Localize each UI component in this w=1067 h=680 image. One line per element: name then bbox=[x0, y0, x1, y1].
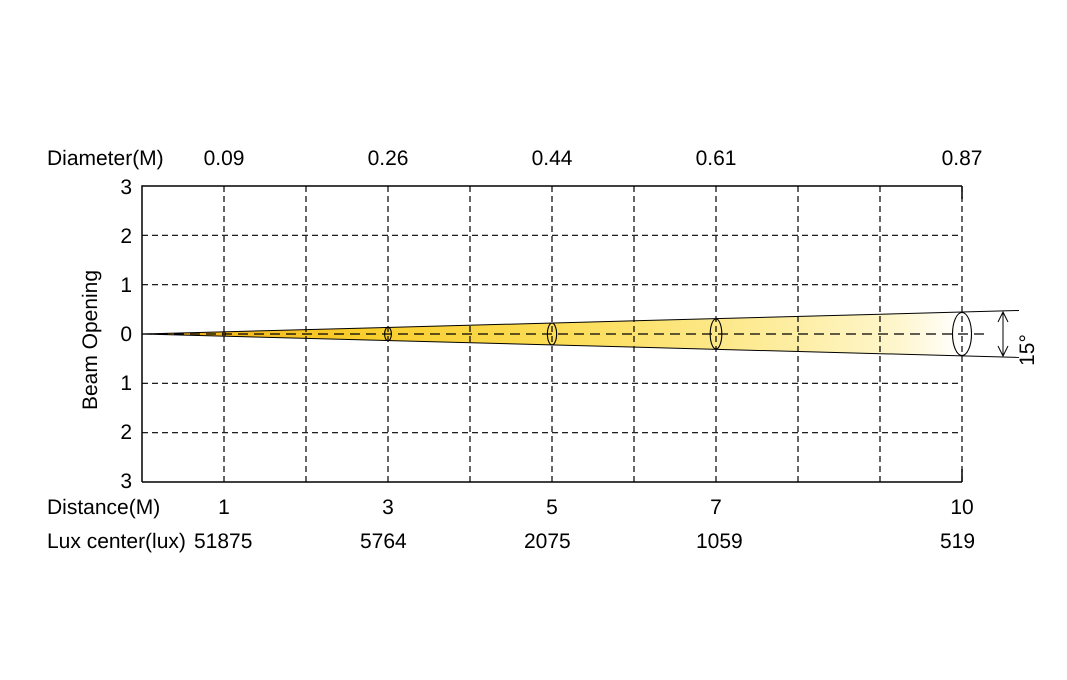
svg-text:1: 1 bbox=[120, 274, 132, 297]
svg-text:2: 2 bbox=[120, 421, 132, 444]
svg-text:Distance(M): Distance(M) bbox=[47, 496, 160, 519]
svg-text:15°: 15° bbox=[1016, 334, 1039, 366]
svg-text:10: 10 bbox=[950, 496, 973, 519]
svg-text:519: 519 bbox=[940, 530, 975, 553]
svg-text:2075: 2075 bbox=[524, 530, 571, 553]
svg-text:5: 5 bbox=[546, 496, 558, 519]
svg-text:0.61: 0.61 bbox=[696, 147, 737, 170]
svg-text:1: 1 bbox=[120, 372, 132, 395]
svg-text:2: 2 bbox=[120, 225, 132, 248]
svg-text:0.26: 0.26 bbox=[368, 147, 409, 170]
svg-text:3: 3 bbox=[382, 496, 394, 519]
svg-text:7: 7 bbox=[710, 496, 722, 519]
svg-text:3: 3 bbox=[120, 470, 132, 493]
svg-text:Lux center(lux): Lux center(lux) bbox=[47, 530, 186, 553]
svg-text:0: 0 bbox=[120, 323, 132, 346]
svg-text:1059: 1059 bbox=[696, 530, 743, 553]
svg-text:3: 3 bbox=[120, 176, 132, 199]
svg-text:0.44: 0.44 bbox=[532, 147, 573, 170]
svg-text:5764: 5764 bbox=[360, 530, 407, 553]
svg-text:Diameter(M): Diameter(M) bbox=[47, 147, 164, 170]
svg-text:1: 1 bbox=[218, 496, 230, 519]
svg-text:0.09: 0.09 bbox=[204, 147, 245, 170]
svg-text:Beam Opening: Beam Opening bbox=[79, 270, 102, 410]
svg-text:0.87: 0.87 bbox=[942, 147, 983, 170]
svg-text:51875: 51875 bbox=[194, 530, 252, 553]
